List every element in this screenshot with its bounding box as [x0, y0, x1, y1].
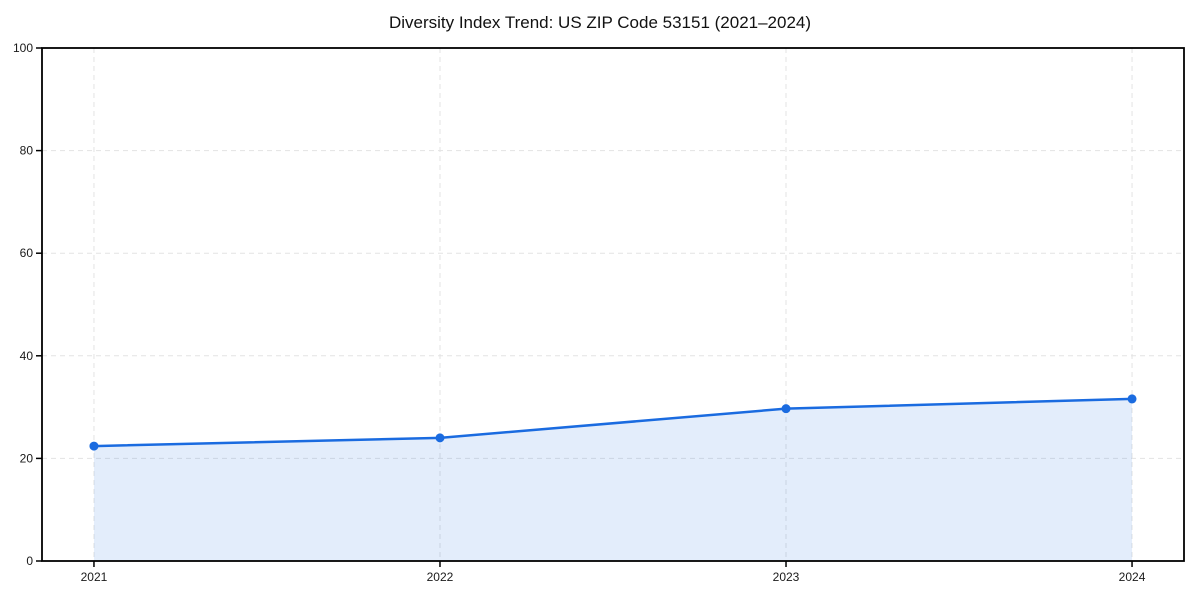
y-tick-label: 80 [20, 144, 34, 158]
data-point [781, 404, 791, 414]
data-point [1127, 394, 1137, 404]
y-tick-label: 20 [20, 451, 34, 465]
x-tick-label: 2021 [81, 570, 108, 584]
y-tick-label: 60 [20, 246, 34, 260]
x-tick-label: 2023 [773, 570, 800, 584]
chart-title: Diversity Index Trend: US ZIP Code 53151… [388, 13, 812, 32]
data-point [435, 433, 445, 443]
x-tick-label: 2022 [427, 570, 454, 584]
data-point [89, 441, 99, 451]
y-tick-label: 0 [26, 554, 33, 568]
plot-frame [41, 47, 1185, 562]
data-line [92, 397, 1134, 448]
y-tick-label: 40 [20, 349, 34, 363]
area-fill [93, 398, 1133, 561]
x-tick-label: 2024 [1119, 570, 1146, 584]
y-tick-label: 100 [13, 41, 33, 55]
